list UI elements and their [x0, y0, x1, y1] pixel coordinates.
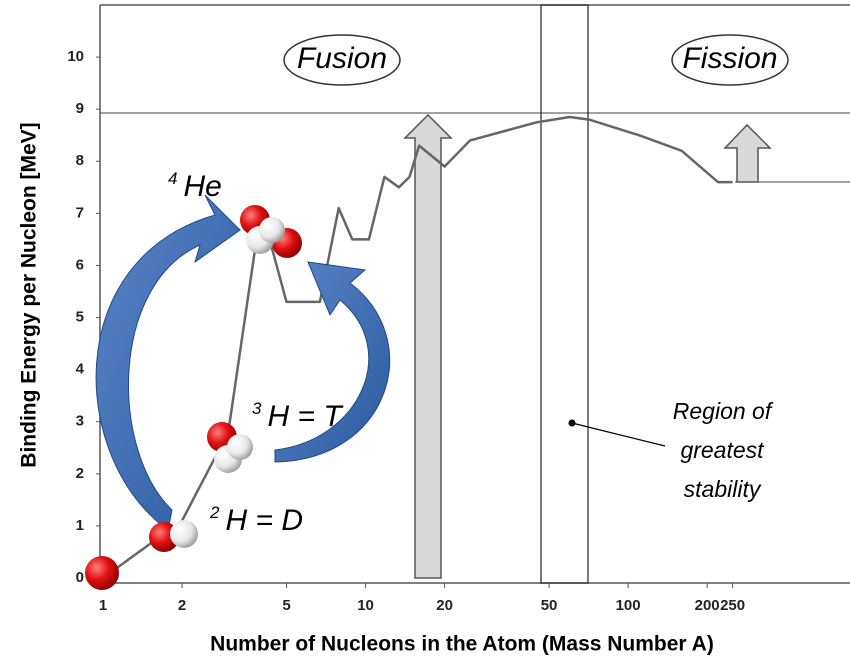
x-tick-label: 100 — [616, 597, 641, 614]
region-label: greatest — [680, 437, 765, 463]
x-tick-label: 1 — [99, 597, 107, 614]
x-tick-label: 200 — [695, 597, 720, 614]
he-text: He — [183, 170, 221, 203]
neutron — [259, 217, 285, 243]
y-tick-label: 5 — [76, 309, 84, 326]
y-tick-label: 10 — [67, 48, 84, 65]
tritium-text: H = T — [267, 400, 344, 433]
x-axis-title: Number of Nucleons in the Atom (Mass Num… — [210, 633, 714, 656]
x-tick-label: 50 — [541, 597, 558, 614]
fusion-arrow — [405, 115, 451, 578]
deuterium-text: H = D — [225, 504, 303, 537]
deuterium-sup: 2 — [209, 503, 220, 522]
fission-label: Fission — [682, 42, 777, 75]
y-axis-title: Binding Energy per Nucleon [MeV] — [18, 122, 41, 467]
x-tick-label: 2 — [178, 597, 186, 614]
tritium-label: 3 H = T — [252, 399, 344, 432]
neutron — [227, 434, 253, 460]
tritium-sup: 3 — [252, 399, 262, 418]
proton — [85, 556, 119, 590]
y-tick-label: 8 — [76, 152, 84, 169]
fission-arrow — [725, 125, 770, 182]
chart: Fusion Fission Region of greatest stabil… — [0, 0, 850, 663]
x-tick-label: 250 — [720, 597, 745, 614]
y-tick-label: 1 — [76, 517, 84, 534]
y-tick-label: 3 — [76, 413, 84, 430]
region-pointer — [572, 423, 665, 446]
neutron — [170, 520, 198, 548]
stability-box — [541, 5, 588, 583]
y-tick-label: 7 — [76, 204, 84, 221]
x-tick-label: 5 — [282, 597, 290, 614]
y-tick-label: 4 — [76, 361, 85, 378]
he-label: 4 He — [168, 169, 222, 202]
fusion-label: Fusion — [297, 42, 387, 75]
blue-arrow — [96, 195, 240, 530]
y-tick-label: 0 — [76, 569, 84, 586]
region-label: stability — [684, 476, 762, 502]
x-tick-label: 10 — [357, 597, 374, 614]
y-tick-label: 6 — [76, 256, 84, 273]
region-dot — [569, 420, 576, 427]
y-tick-label: 2 — [76, 465, 84, 482]
x-tick-label: 20 — [436, 597, 453, 614]
deuterium-label: 2 H = D — [209, 503, 303, 536]
region-label: Region of — [673, 398, 774, 424]
y-tick-label: 9 — [76, 100, 84, 117]
he-sup: 4 — [168, 169, 177, 188]
